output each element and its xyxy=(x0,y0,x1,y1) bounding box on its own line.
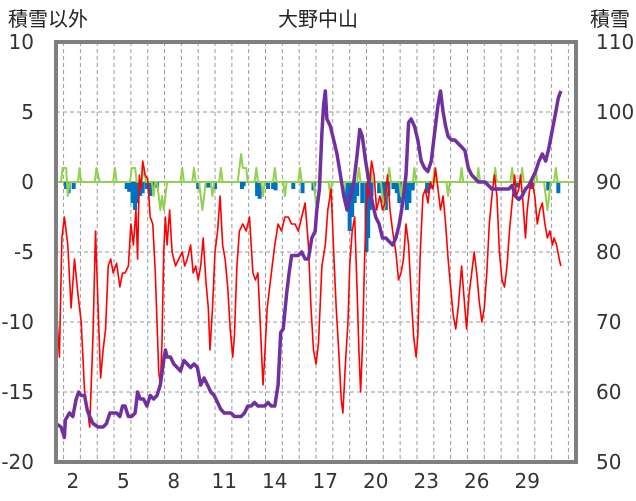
precipitation-bar xyxy=(148,182,153,196)
precipitation-bar xyxy=(381,182,386,203)
precipitation-bar xyxy=(255,182,260,196)
right-axis-label: 積雪 xyxy=(590,7,630,31)
x-tick-label: 26 xyxy=(464,469,489,493)
x-tick-label: 8 xyxy=(167,469,180,493)
precipitation-bar xyxy=(144,182,149,189)
precipitation-bar xyxy=(133,182,138,210)
x-tick-label: 11 xyxy=(212,469,237,493)
precipitation-bar xyxy=(273,182,278,191)
temperature-line xyxy=(55,160,562,428)
left-tick-label: -10 xyxy=(1,310,34,334)
x-tick-label: 20 xyxy=(363,469,388,493)
left-tick-label: -15 xyxy=(1,380,34,404)
precipitation-bar xyxy=(404,182,409,210)
precipitation-bar xyxy=(345,182,350,210)
precipitation-bar xyxy=(546,182,551,191)
left-tick-label: 10 xyxy=(9,30,34,54)
precipitation-bar xyxy=(266,182,271,189)
precipitation-bar xyxy=(391,182,396,189)
precipitation-bar xyxy=(206,182,211,188)
chart-title: 大野中山 xyxy=(278,7,358,31)
left-tick-label: -5 xyxy=(14,240,34,264)
x-tick-label: 23 xyxy=(413,469,438,493)
right-tick-label: 90 xyxy=(596,170,621,194)
snowfall-line xyxy=(56,153,561,211)
precipitation-bar xyxy=(241,182,246,187)
series-lines xyxy=(54,89,563,440)
precipitation-bar xyxy=(355,182,360,196)
precipitation-bar xyxy=(407,182,412,203)
left-tick-label: 5 xyxy=(21,100,34,124)
precipitation-bar xyxy=(394,182,399,194)
precipitation-bar xyxy=(300,182,305,194)
right-tick-label: 100 xyxy=(596,100,634,124)
precipitation-bar xyxy=(410,182,415,191)
x-tick-label: 2 xyxy=(66,469,79,493)
precipitation-bar xyxy=(138,182,143,196)
precipitation-bar xyxy=(352,182,357,203)
x-tick-label: 14 xyxy=(262,469,287,493)
precipitation-bar xyxy=(291,182,296,189)
plot-frame xyxy=(54,40,578,464)
right-tick-label: 110 xyxy=(596,30,634,54)
precipitation-bar xyxy=(515,182,520,188)
right-tick-label: 60 xyxy=(596,380,621,404)
precipitation-bar xyxy=(135,182,140,203)
precipitation-bar xyxy=(425,182,430,194)
precipitation-bar xyxy=(397,182,402,203)
precipitation-bar xyxy=(124,182,129,189)
precipitation-bar xyxy=(130,182,135,203)
right-tick-label: 50 xyxy=(596,450,621,474)
precipitation-bar xyxy=(64,182,69,189)
precipitation-bar xyxy=(350,182,355,217)
snow-depth-line xyxy=(54,89,563,440)
precipitation-bar xyxy=(360,182,365,203)
x-tick-label: 17 xyxy=(313,469,338,493)
precipitation-bar xyxy=(271,182,276,189)
precipitation-bar xyxy=(71,182,76,189)
precipitation-bar xyxy=(377,182,382,194)
left-axis-label: 積雪以外 xyxy=(8,7,88,31)
right-tick-label: 70 xyxy=(596,310,621,334)
precipitation-bar xyxy=(257,182,262,199)
precipitation-bar xyxy=(556,182,561,194)
precipitation-bar xyxy=(213,182,218,189)
gridlines xyxy=(56,42,576,462)
precipitation-bar xyxy=(140,182,145,194)
right-tick-label: 80 xyxy=(596,240,621,264)
x-tick-label: 5 xyxy=(117,469,130,493)
precipitation-bar xyxy=(196,182,201,189)
x-tick-label: 29 xyxy=(514,469,539,493)
left-tick-label: -20 xyxy=(1,450,34,474)
precipitation-bar xyxy=(127,182,132,192)
left-tick-label: 0 xyxy=(21,170,34,194)
